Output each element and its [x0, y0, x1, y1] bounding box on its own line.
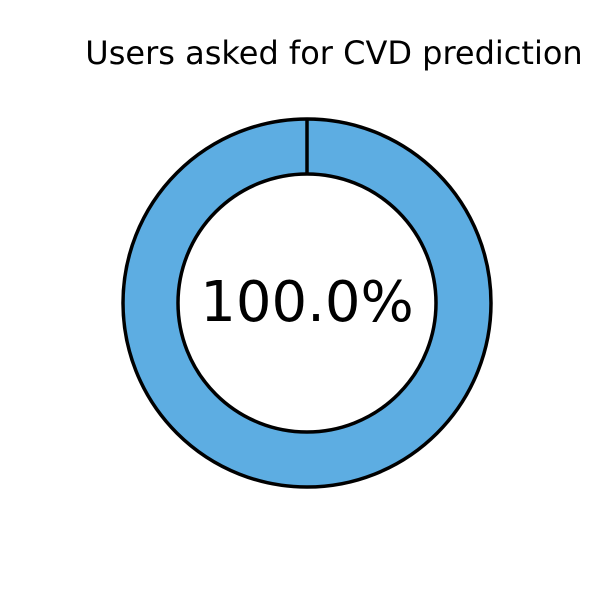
- donut-slice-0: [121, 117, 493, 489]
- donut-slices: [121, 117, 493, 489]
- chart-title: Users asked for CVD prediction: [85, 34, 582, 72]
- center-percentage-label: 100.0%: [200, 270, 414, 335]
